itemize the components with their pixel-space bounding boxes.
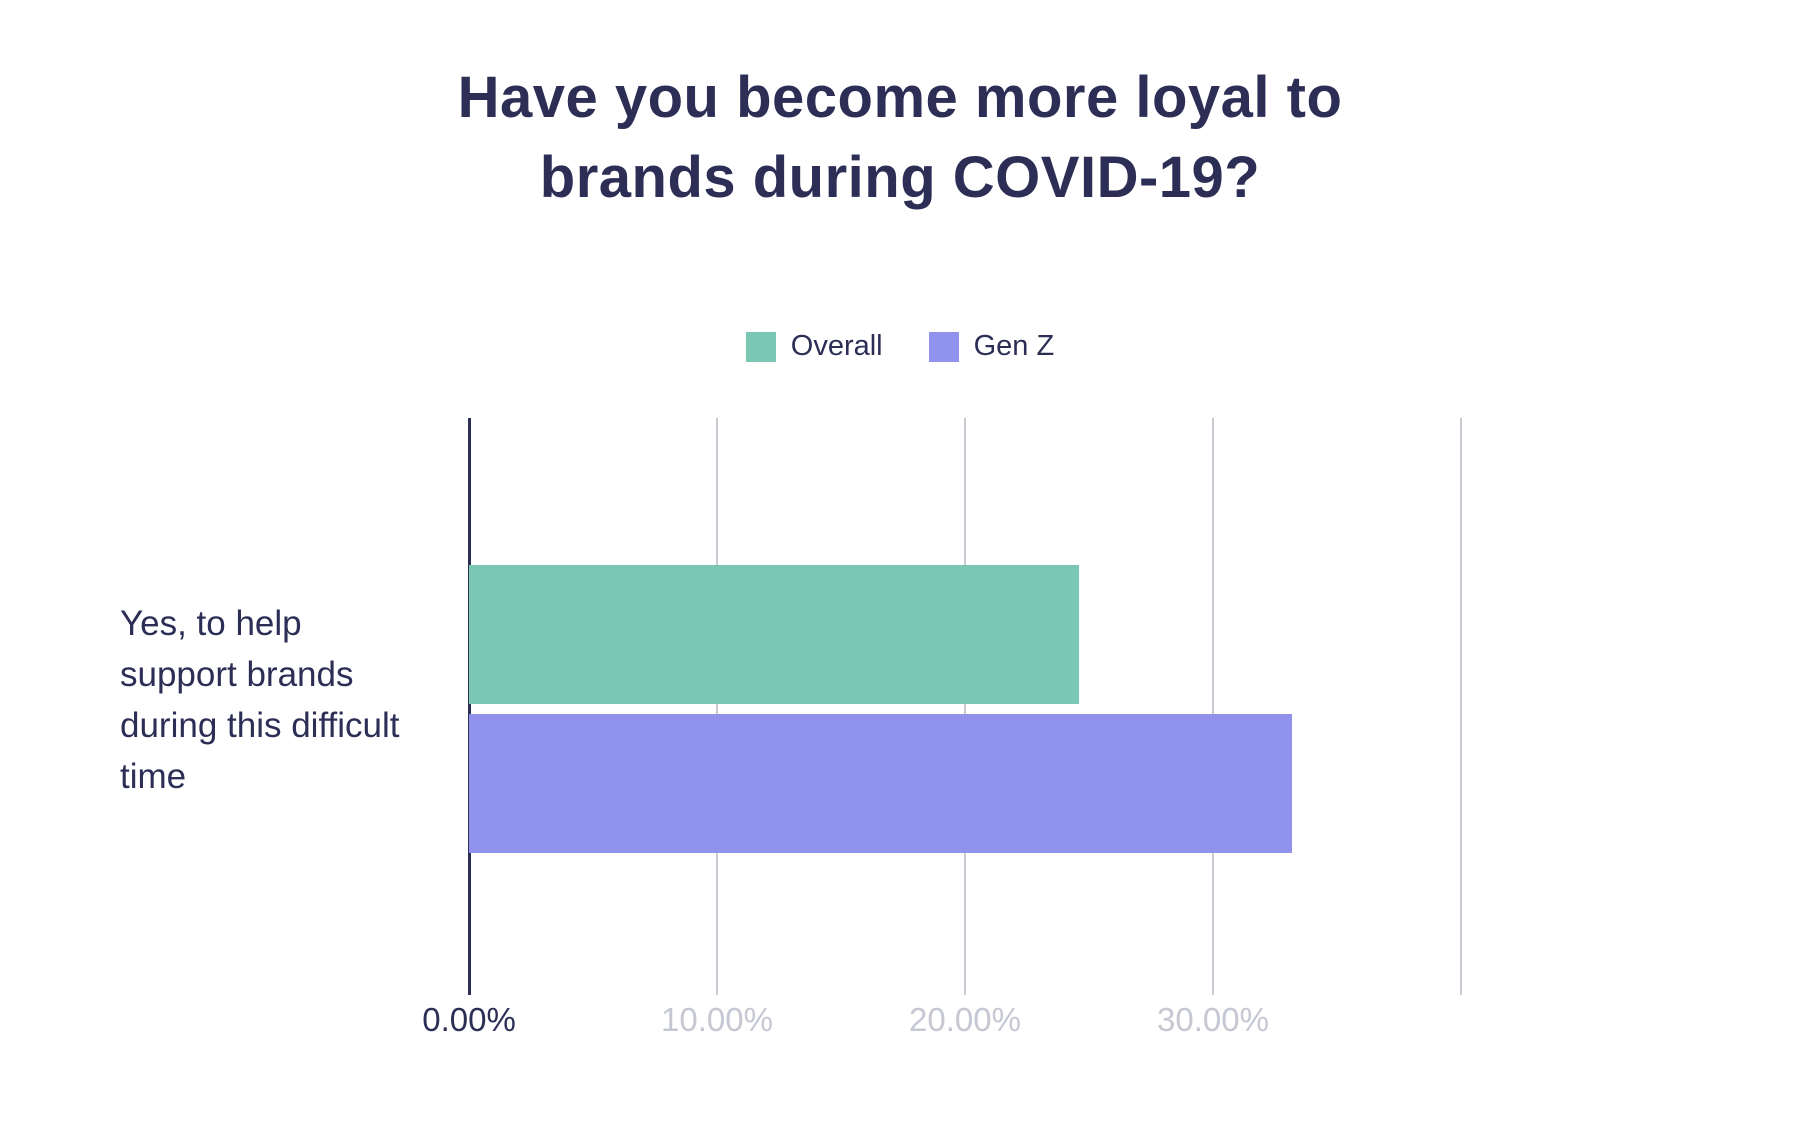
x-tick-label-20pct: 20.00% bbox=[909, 1001, 1021, 1038]
bar-gen-z[interactable] bbox=[469, 714, 1293, 853]
plot-area bbox=[468, 418, 1462, 995]
legend-item-overall[interactable]: Overall bbox=[745, 330, 883, 363]
legend-swatch-gen-z bbox=[928, 331, 959, 362]
legend-label-overall: Overall bbox=[790, 330, 883, 362]
bar-overall[interactable] bbox=[469, 565, 1080, 704]
x-axis: 0.00% 10.00% 20.00% 30.00% bbox=[422, 1001, 1461, 1043]
gridline-20pct bbox=[964, 418, 966, 995]
gridline-40pct bbox=[1460, 418, 1462, 995]
chart-legend: Overall Gen Z bbox=[0, 330, 1800, 363]
chart-title: Have you become more loyal to brands dur… bbox=[457, 65, 1343, 211]
legend-label-gen-z: Gen Z bbox=[973, 330, 1055, 362]
x-tick-label-10pct: 10.00% bbox=[661, 1001, 773, 1038]
legend-item-gen-z[interactable]: Gen Z bbox=[928, 330, 1055, 363]
x-tick-label-30pct: 30.00% bbox=[1157, 1001, 1269, 1038]
x-tick-label-0pct: 0.00% bbox=[422, 1001, 516, 1038]
bar-group bbox=[469, 565, 1461, 853]
legend-swatch-overall bbox=[745, 331, 776, 362]
gridline-10pct bbox=[716, 418, 718, 995]
y-axis-line bbox=[468, 418, 471, 995]
gridline-30pct bbox=[1212, 418, 1214, 995]
category-label: Yes, to help support brands during this … bbox=[120, 604, 400, 797]
